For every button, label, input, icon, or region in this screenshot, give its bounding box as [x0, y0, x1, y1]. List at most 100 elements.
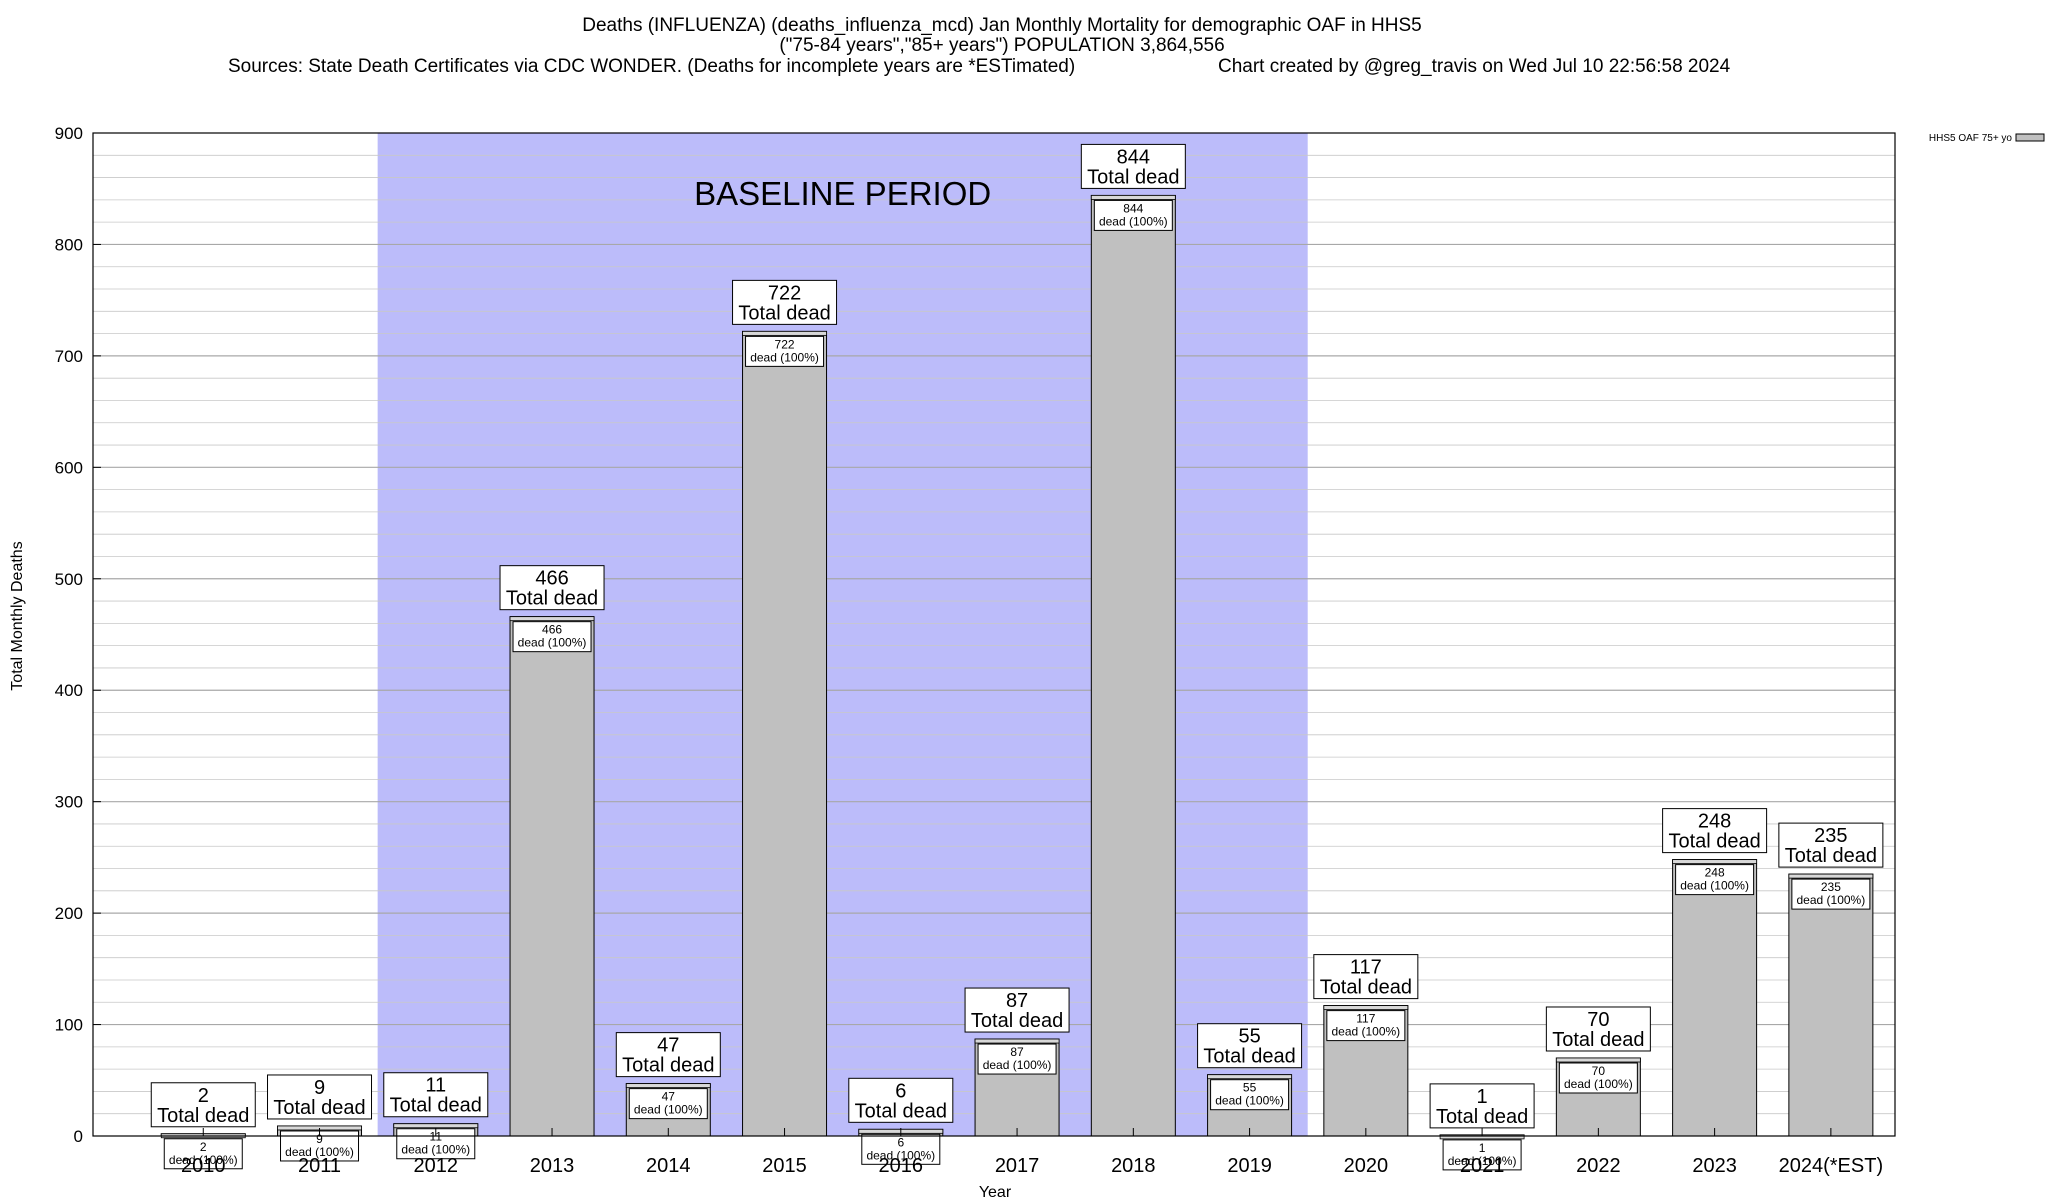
y-tick-label: 600	[55, 458, 83, 477]
inner-percent-label: dead (100%)	[750, 350, 819, 364]
total-label-box	[1429, 1083, 1535, 1129]
y-tick-label: 100	[55, 1016, 83, 1035]
y-tick-label: 300	[55, 793, 83, 812]
x-tick-label: 2022	[1576, 1155, 1621, 1177]
y-tick-label: 400	[55, 681, 83, 700]
inner-value-label: 722	[775, 337, 795, 351]
bar-cap	[393, 1123, 479, 1129]
inner-percent-label: dead (100%)	[1564, 1077, 1633, 1091]
bar-cap	[1555, 1057, 1641, 1063]
chart-sources: Sources: State Death Certificates via CD…	[228, 56, 1075, 77]
total-value-label: 248	[1698, 811, 1731, 833]
total-dead-label: Total dead	[1436, 1106, 1528, 1128]
inner-percent-label: dead (100%)	[866, 1148, 935, 1162]
bar	[1788, 873, 1874, 1137]
bar-cap	[1090, 195, 1176, 200]
inner-value-label: 235	[1821, 880, 1841, 894]
total-label-box	[383, 1072, 489, 1118]
total-label-box	[732, 279, 838, 325]
y-tick-label: 900	[55, 124, 83, 143]
total-label-box	[1197, 1023, 1303, 1069]
inner-value-label: 11	[430, 1130, 443, 1144]
total-dead-label: Total dead	[157, 1105, 249, 1127]
inner-percent-label: dead (100%)	[1680, 879, 1749, 893]
total-label-box	[1080, 143, 1186, 189]
bar-cap	[742, 330, 827, 336]
inner-percent-label: dead (100%)	[1448, 1154, 1517, 1168]
inner-label-box	[163, 1138, 243, 1170]
bar-cap	[1672, 859, 1758, 865]
inner-label-box	[977, 1043, 1057, 1075]
bar-cap	[1323, 1005, 1409, 1011]
y-tick-label: 800	[55, 235, 83, 254]
x-tick-label: 2016	[879, 1155, 924, 1177]
total-value-label: 9	[314, 1077, 325, 1099]
inner-percent-label: dead (100%)	[401, 1143, 470, 1157]
total-label-box	[615, 1032, 721, 1078]
inner-value-label: 47	[662, 1090, 676, 1104]
x-tick-label: 2023	[1692, 1155, 1737, 1177]
total-value-label: 722	[768, 282, 801, 304]
total-dead-label: Total dead	[855, 1100, 947, 1122]
inner-percent-label: dead (100%)	[1331, 1025, 1400, 1039]
total-dead-label: Total dead	[1203, 1046, 1295, 1068]
inner-percent-label: dead (100%)	[518, 636, 587, 650]
total-label-box	[848, 1077, 954, 1123]
inner-value-label: 87	[1010, 1045, 1024, 1059]
inner-value-label: 117	[1356, 1012, 1375, 1026]
total-label-box	[1778, 822, 1884, 868]
legend-swatch	[2015, 133, 2045, 142]
plot-area: BASELINE PERIOD 0 100 200 300 400 500 600 700 800…	[9, 124, 2045, 1200]
x-tick-label: 2021	[1460, 1155, 1505, 1177]
inner-label-box	[745, 335, 825, 367]
total-value-label: 87	[1006, 990, 1028, 1012]
x-tick-label: 2018	[1111, 1155, 1156, 1177]
x-tick-label: 2015	[762, 1155, 807, 1177]
inner-label-box	[1791, 878, 1871, 910]
total-dead-label: Total dead	[1785, 845, 1877, 867]
total-dead-label: Total dead	[390, 1095, 482, 1117]
inner-value-label: 55	[1243, 1081, 1257, 1095]
chart-header: Deaths (INFLUENZA) (deaths_influenza_mcd…	[228, 15, 1731, 77]
x-tick-label: 2012	[414, 1155, 459, 1177]
total-label-box	[499, 565, 605, 611]
y-tick-label: 200	[55, 904, 83, 923]
inner-value-label: 1	[1479, 1141, 1486, 1155]
bar-cap	[625, 1083, 711, 1089]
total-label-box	[1662, 808, 1768, 854]
y-tick-label: 0	[74, 1127, 83, 1146]
total-label-box	[150, 1082, 256, 1128]
total-dead-label: Total dead	[738, 302, 830, 324]
x-tick-label: 2011	[298, 1155, 341, 1177]
x-axis-label: Year	[979, 1184, 1012, 1200]
bar-cap	[974, 1038, 1060, 1044]
total-dead-label: Total dead	[1668, 831, 1760, 853]
total-value-label: 55	[1238, 1026, 1260, 1048]
total-value-label: 6	[895, 1080, 906, 1102]
total-dead-label: Total dead	[971, 1010, 1063, 1032]
y-tick-label: 500	[55, 570, 83, 589]
total-value-label: 235	[1814, 825, 1847, 847]
inner-value-label: 6	[897, 1135, 904, 1149]
plot-frame	[92, 132, 1896, 1137]
total-dead-label: Total dead	[1320, 977, 1412, 999]
total-dead-label: Total dead	[273, 1097, 365, 1119]
total-value-label: 1	[1477, 1086, 1488, 1108]
total-value-label: 47	[657, 1035, 679, 1057]
inner-value-label: 9	[316, 1132, 323, 1146]
total-dead-label: Total dead	[1087, 166, 1179, 188]
chart-subtitle: ("75-84 years","85+ years") POPULATION 3…	[779, 35, 1224, 56]
x-tick-label: 2013	[530, 1155, 575, 1177]
chart-title: Deaths (INFLUENZA) (deaths_influenza_mcd…	[582, 15, 1422, 36]
bar-cap	[1207, 1074, 1292, 1080]
bar-cap	[1788, 873, 1874, 879]
x-tick-label: 2019	[1227, 1155, 1272, 1177]
legend-entry-label: HHS5 OAF 75+ yo	[1929, 133, 2013, 144]
total-value-label: 2	[198, 1085, 209, 1107]
total-label-box	[964, 987, 1070, 1033]
x-tick-label: 2014	[646, 1155, 691, 1177]
inner-percent-label: dead (100%)	[1797, 893, 1866, 907]
baseline-period-label: BASELINE PERIOD	[694, 175, 991, 212]
x-tick-label: 2010	[181, 1155, 226, 1177]
